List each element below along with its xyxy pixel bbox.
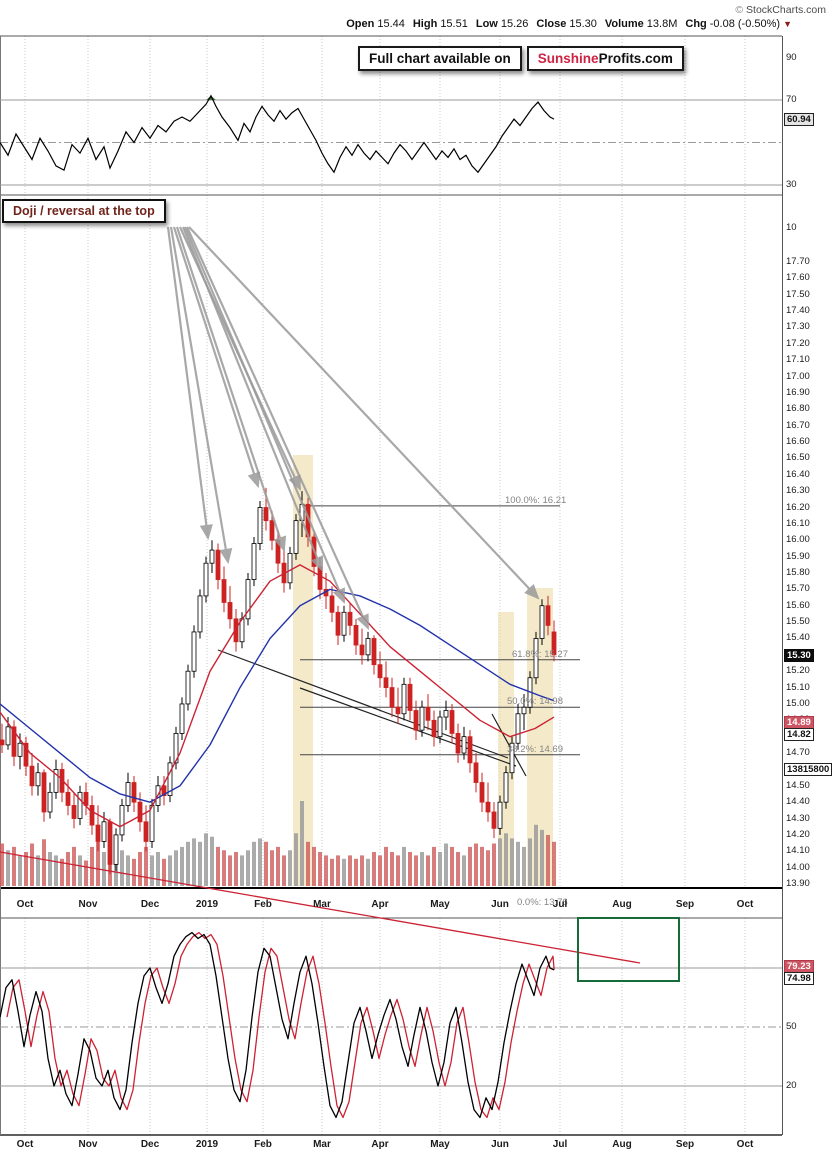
ohlc-label: Open [346,18,375,30]
ohlc-value: 15.44 [377,18,405,30]
price-panel [0,455,580,886]
stockcharts-credit[interactable]: © StockCharts.com [735,4,826,16]
rsi-panel [0,94,782,186]
ohlc-label: Volume [604,18,644,30]
ohlc-value: 15.30 [569,18,597,30]
ohlc-label: Chg [685,18,707,30]
last-price-label: 15.30 [784,649,814,662]
doji-annotation: Doji / reversal at the top [2,199,166,223]
chart-header: © StockCharts.com Open 15.44 High 15.51 Low 1… [0,0,834,34]
stoch-slow-label: 74.98 [784,972,814,985]
ohlc-label: Low [475,18,498,30]
watermark-text-box: Full chart available on [358,46,522,71]
credit-text: StockCharts.com [746,4,826,16]
ohlc-value: 13.8M [646,18,678,30]
green-annotation-box [577,917,680,982]
chg-down-arrow-icon: ▼ [783,19,792,29]
ohlc-label: High [412,18,438,30]
annotation-arrows [0,226,641,964]
secondary-value-label: 14.82 [784,728,814,741]
watermark[interactable]: Full chart available on SunshineProfits.… [358,46,684,71]
ohlc-label: Close [536,18,567,30]
copyright-icon: © [735,4,744,16]
ohlc-value: 15.26 [500,18,529,30]
watermark-brand-red: Sunshine [537,51,599,66]
ohlc-value: -0.08 (-0.50%) [709,18,781,30]
watermark-brand-box[interactable]: SunshineProfits.com [526,46,684,71]
ohlc-value: 15.51 [440,18,468,30]
watermark-brand-black: Profits.com [598,51,673,66]
watermark-prefix: Full chart available on [369,51,511,66]
volume-value-label: 13815800 [784,763,833,776]
rsi-value-label: 60.94 [784,113,814,126]
ohlc-summary: Open 15.44 High 15.51 Low 15.26 Close 15.30 Volu… [338,18,792,30]
stochastic-panel [0,931,782,1119]
